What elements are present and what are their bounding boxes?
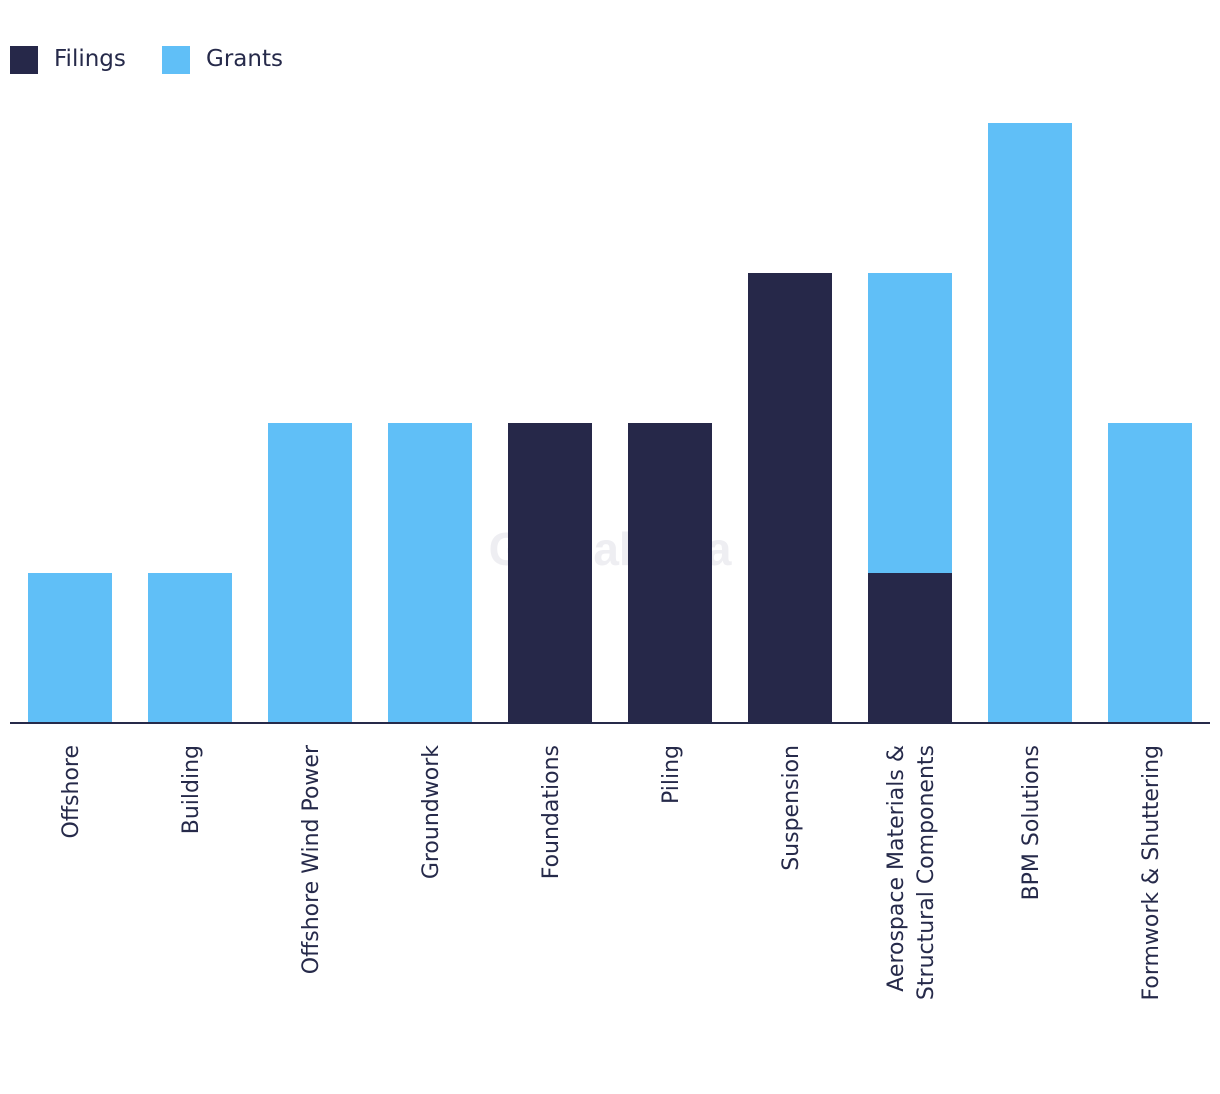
bar-grants-bpm-solutions [988,123,1072,723]
x-tick-label-aerospace-materials-and-structural-components: Aerospace Materials & Structural Componen… [884,745,939,1000]
x-tick-label-offshore-wind-power: Offshore Wind Power [299,744,324,974]
bar-filings-foundations [508,423,592,723]
bar-filings-suspension [748,273,832,723]
x-tick-label-line: Offshore Wind Power [299,744,324,974]
x-tick-label-line: Building [179,745,204,834]
x-tick-label-line: Formwork & Shuttering [1139,745,1164,1001]
bar-grants-offshore-wind-power [268,423,352,723]
legend-item-grants: Grants [162,46,283,74]
x-tick-labels: Offshore Building Offshore Wind Power Groun… [59,744,1164,1000]
legend-item-filings: Filings [10,46,126,74]
bars [28,123,1192,723]
legend-label-filings: Filings [54,46,126,72]
bar-grants-building [148,573,232,723]
x-tick-label-line: Groundwork [419,745,444,879]
x-tick-label-line: Offshore [59,745,84,838]
x-tick-label-building: Building [179,745,204,834]
x-tick-label-line: Suspension [779,745,804,871]
bar-grants-aerospace-materials-and-structural-components [868,273,952,573]
legend-swatch-filings [10,46,38,74]
x-tick-label-line: Structural Components [914,745,939,1000]
bar-grants-offshore [28,573,112,723]
x-tick-label-piling: Piling [659,745,684,804]
bar-filings-aerospace-materials-and-structural-components [868,573,952,723]
x-tick-label-line: BPM Solutions [1019,745,1044,900]
legend-swatch-grants [162,46,190,74]
x-tick-label-line: Aerospace Materials & [884,745,909,992]
legend: Filings Grants [10,46,283,74]
x-tick-label-offshore: Offshore [59,745,84,838]
bar-filings-piling [628,423,712,723]
x-tick-label-bpm-solutions: BPM Solutions [1019,745,1044,900]
x-tick-label-line: Piling [659,745,684,804]
x-tick-label-line: Foundations [539,745,564,879]
x-tick-label-foundations: Foundations [539,745,564,879]
bar-grants-formwork-and-shuttering [1108,423,1192,723]
x-tick-label-suspension: Suspension [779,745,804,871]
x-tick-label-formwork-and-shuttering: Formwork & Shuttering [1139,745,1164,1001]
x-tick-label-groundwork: Groundwork [419,745,444,879]
bar-grants-groundwork [388,423,472,723]
legend-label-grants: Grants [206,46,283,72]
